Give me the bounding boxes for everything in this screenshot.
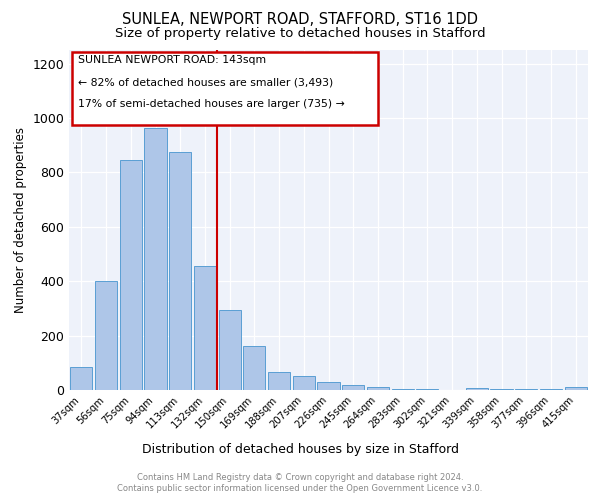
- Y-axis label: Number of detached properties: Number of detached properties: [14, 127, 27, 313]
- Bar: [169, 152, 191, 390]
- Text: Size of property relative to detached houses in Stafford: Size of property relative to detached ho…: [115, 28, 485, 40]
- Text: Distribution of detached houses by size in Stafford: Distribution of detached houses by size …: [142, 442, 458, 456]
- Bar: [392, 388, 414, 390]
- Bar: [466, 388, 488, 390]
- Bar: [416, 388, 439, 390]
- Bar: [367, 386, 389, 390]
- Bar: [565, 386, 587, 390]
- Bar: [515, 389, 538, 390]
- Bar: [268, 372, 290, 390]
- Bar: [145, 128, 167, 390]
- Bar: [194, 266, 216, 390]
- Bar: [342, 384, 364, 390]
- Text: Contains public sector information licensed under the Open Government Licence v3: Contains public sector information licen…: [118, 484, 482, 493]
- Bar: [243, 346, 265, 390]
- Text: 17% of semi-detached houses are larger (735) →: 17% of semi-detached houses are larger (…: [78, 100, 344, 110]
- Bar: [70, 367, 92, 390]
- Text: ← 82% of detached houses are smaller (3,493): ← 82% of detached houses are smaller (3,…: [78, 77, 333, 87]
- Bar: [218, 310, 241, 390]
- Text: SUNLEA NEWPORT ROAD: 143sqm: SUNLEA NEWPORT ROAD: 143sqm: [78, 55, 266, 65]
- Bar: [490, 389, 512, 390]
- Bar: [119, 160, 142, 390]
- Bar: [540, 389, 562, 390]
- FancyBboxPatch shape: [71, 52, 378, 125]
- Bar: [293, 376, 315, 390]
- Bar: [95, 281, 117, 390]
- Text: Contains HM Land Registry data © Crown copyright and database right 2024.: Contains HM Land Registry data © Crown c…: [137, 472, 463, 482]
- Text: SUNLEA, NEWPORT ROAD, STAFFORD, ST16 1DD: SUNLEA, NEWPORT ROAD, STAFFORD, ST16 1DD: [122, 12, 478, 28]
- Bar: [317, 382, 340, 390]
